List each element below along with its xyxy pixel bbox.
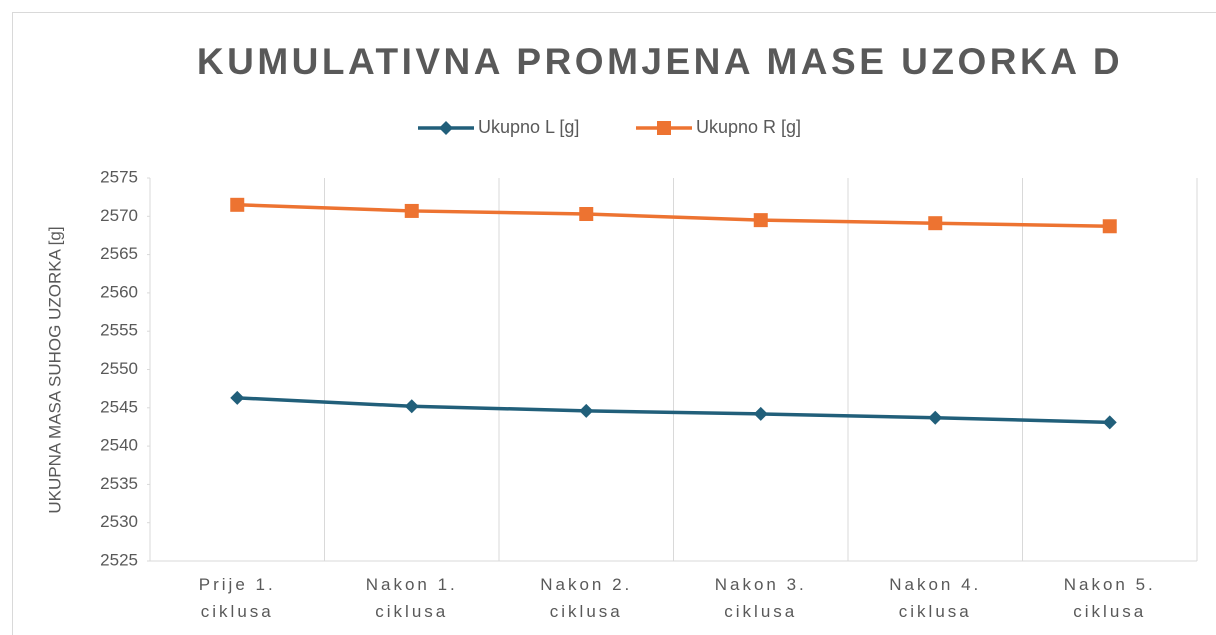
x-tick-label: Nakon 3. ciklusa bbox=[715, 575, 807, 621]
marker bbox=[928, 410, 943, 425]
marker bbox=[928, 216, 943, 231]
y-tick-label: 2530 bbox=[100, 512, 138, 531]
y-tick-label: 2540 bbox=[100, 436, 138, 455]
marker bbox=[230, 197, 245, 212]
y-tick-label: 2570 bbox=[100, 206, 138, 225]
y-tick-label: 2575 bbox=[100, 167, 138, 186]
marker bbox=[1102, 219, 1117, 234]
y-axis-label: UKUPNA MASA SUHOG UZORKA [g] bbox=[45, 226, 64, 513]
marker bbox=[657, 121, 671, 135]
y-tick-label: 2545 bbox=[100, 397, 138, 416]
y-tick-label: 2535 bbox=[100, 474, 138, 493]
chart-title: KUMULATIVNA PROMJENA MASE UZORKA D bbox=[197, 41, 1123, 82]
y-tick-label: 2555 bbox=[100, 321, 138, 340]
marker bbox=[753, 213, 768, 228]
x-tick-label: Prije 1. ciklusa bbox=[199, 575, 276, 621]
marker bbox=[230, 390, 245, 405]
y-tick-label: 2560 bbox=[100, 282, 138, 301]
y-tick-label: 2525 bbox=[100, 550, 138, 569]
x-tick-label: Nakon 5. ciklusa bbox=[1064, 575, 1156, 621]
marker bbox=[579, 403, 594, 418]
chart-frame bbox=[12, 12, 1216, 635]
y-tick-label: 2565 bbox=[100, 244, 138, 263]
marker bbox=[439, 121, 453, 135]
marker bbox=[1102, 415, 1117, 430]
y-tick-label: 2550 bbox=[100, 359, 138, 378]
legend-label: Ukupno L [g] bbox=[478, 117, 579, 137]
series-line bbox=[237, 396, 1110, 425]
x-tick-label: Nakon 4. ciklusa bbox=[889, 575, 981, 621]
marker bbox=[404, 203, 419, 218]
x-tick-label: Nakon 1. ciklusa bbox=[366, 575, 458, 621]
legend-label: Ukupno R [g] bbox=[696, 117, 801, 137]
marker bbox=[404, 399, 419, 414]
x-tick-label: Nakon 2. ciklusa bbox=[540, 575, 632, 621]
marker bbox=[753, 406, 768, 421]
marker bbox=[579, 207, 594, 222]
series-line bbox=[237, 203, 1110, 229]
